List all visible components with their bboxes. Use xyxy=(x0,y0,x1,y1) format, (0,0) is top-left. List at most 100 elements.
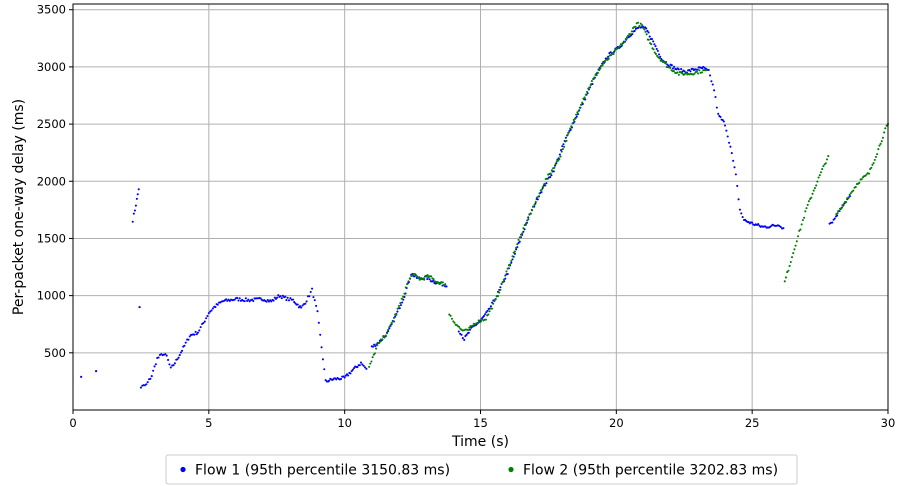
data-point xyxy=(612,52,615,56)
data-point xyxy=(369,362,372,365)
data-point xyxy=(496,295,500,298)
data-point xyxy=(540,191,543,194)
data-point xyxy=(370,360,373,363)
data-point xyxy=(187,338,190,341)
data-point xyxy=(280,297,283,300)
data-point xyxy=(383,336,386,339)
data-point xyxy=(157,356,160,359)
data-point xyxy=(397,304,401,307)
data-point xyxy=(639,22,642,25)
data-point xyxy=(818,174,821,177)
data-point xyxy=(647,38,650,41)
data-point xyxy=(656,49,659,52)
data-point xyxy=(501,281,504,284)
data-point xyxy=(135,197,138,200)
data-point xyxy=(270,300,273,303)
x-tick-label: 5 xyxy=(205,416,212,430)
data-point xyxy=(593,76,596,79)
data-point xyxy=(584,98,587,101)
data-point xyxy=(484,313,487,316)
data-point xyxy=(423,278,426,281)
data-point xyxy=(725,129,728,132)
data-point xyxy=(511,258,514,261)
x-tick-label: 30 xyxy=(881,416,896,430)
data-point xyxy=(550,169,553,172)
data-point xyxy=(515,248,518,251)
data-point xyxy=(448,313,451,316)
data-point xyxy=(797,235,800,238)
data-point xyxy=(402,298,405,301)
data-point xyxy=(537,195,540,198)
data-point xyxy=(719,115,722,119)
data-point xyxy=(490,307,494,310)
data-point xyxy=(867,172,871,175)
data-point xyxy=(655,47,658,51)
data-point xyxy=(807,200,810,203)
data-point xyxy=(571,122,574,125)
data-point xyxy=(637,26,640,29)
data-point xyxy=(842,203,845,206)
data-point xyxy=(542,185,545,188)
data-point xyxy=(849,192,852,195)
data-point xyxy=(339,377,343,381)
data-point xyxy=(356,366,359,369)
data-point xyxy=(266,298,269,302)
data-point xyxy=(563,145,566,148)
data-point xyxy=(545,177,548,180)
data-point xyxy=(145,383,148,386)
data-point xyxy=(308,295,311,298)
data-point xyxy=(252,300,255,303)
data-point xyxy=(461,337,464,340)
data-point xyxy=(445,285,448,288)
data-point xyxy=(395,312,398,315)
data-point xyxy=(194,330,197,333)
data-point xyxy=(511,255,514,258)
data-point xyxy=(176,358,179,361)
data-point xyxy=(715,106,718,109)
data-point xyxy=(599,67,602,70)
y-tick-label: 3500 xyxy=(37,3,66,17)
data-point xyxy=(320,346,323,349)
data-point xyxy=(343,376,346,379)
data-point xyxy=(806,203,809,206)
data-point xyxy=(532,205,535,208)
data-point xyxy=(465,333,468,336)
data-point xyxy=(476,322,479,325)
data-point xyxy=(625,36,628,39)
data-point xyxy=(567,131,570,134)
data-point xyxy=(570,125,573,128)
data-point xyxy=(402,295,405,298)
data-point xyxy=(522,227,525,230)
data-point xyxy=(181,349,184,352)
data-point xyxy=(131,220,134,223)
data-point xyxy=(879,142,882,145)
data-point xyxy=(721,119,724,122)
data-point xyxy=(167,358,170,362)
data-point xyxy=(498,291,501,294)
data-point xyxy=(396,310,399,313)
data-point xyxy=(146,381,149,384)
data-point xyxy=(782,227,785,230)
data-point xyxy=(579,103,583,106)
data-point xyxy=(596,71,599,74)
data-point xyxy=(457,330,460,333)
data-point xyxy=(381,338,384,342)
data-point xyxy=(352,367,356,370)
data-point xyxy=(816,180,819,183)
data-point xyxy=(880,140,883,143)
data-point xyxy=(633,29,636,33)
data-point xyxy=(575,113,578,116)
data-point xyxy=(872,161,875,165)
data-point xyxy=(696,68,699,71)
data-point xyxy=(468,326,471,329)
data-point xyxy=(292,298,295,301)
data-point xyxy=(623,40,626,43)
data-point xyxy=(881,136,884,139)
data-point xyxy=(404,286,407,289)
data-point xyxy=(153,365,156,368)
data-point xyxy=(573,120,576,123)
data-point xyxy=(321,358,324,361)
data-point xyxy=(873,158,876,161)
data-point xyxy=(870,166,873,169)
data-point xyxy=(499,288,502,291)
